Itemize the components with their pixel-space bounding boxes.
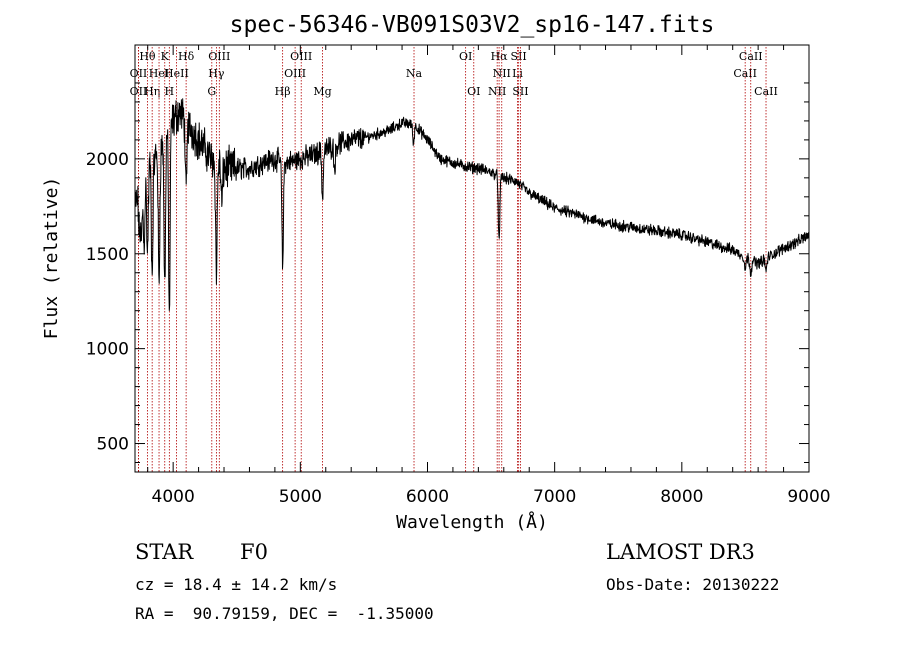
line-label: Li <box>512 67 523 80</box>
object-class: STAR <box>135 540 194 564</box>
x-tick-label: 7000 <box>533 487 576 507</box>
line-label: HeI <box>149 67 169 80</box>
survey-name: LAMOST DR3 <box>606 540 755 564</box>
spectrum-line <box>134 98 810 311</box>
line-label: OIII <box>208 50 230 63</box>
plot-frame <box>134 44 810 473</box>
coordinates: RA = 90.79159, DEC = -1.35000 <box>135 604 434 623</box>
line-label: Mg <box>313 85 331 98</box>
line-label: G <box>207 85 216 98</box>
line-label: HeII <box>164 67 189 80</box>
line-label: OII <box>130 85 148 98</box>
line-label: OI <box>467 85 480 98</box>
line-label: CaII <box>733 67 757 80</box>
y-tick-label: 500 <box>97 435 129 455</box>
y-axis-label: Flux (relative) <box>41 177 62 340</box>
line-label: NII <box>493 67 511 80</box>
line-label: Hγ <box>208 67 225 80</box>
object-subclass: F0 <box>240 540 268 564</box>
line-label: K <box>161 50 170 63</box>
line-label: NII <box>488 85 506 98</box>
line-label: CaII <box>739 50 763 63</box>
line-label: OI <box>459 50 472 63</box>
chart-title: spec-56346-VB091S03V2_sp16-147.fits <box>230 12 715 38</box>
line-label: Hδ <box>178 50 195 63</box>
y-tick-label: 2000 <box>86 150 129 170</box>
y-tick-label: 1000 <box>86 340 129 360</box>
y-tick-label: 1500 <box>86 245 129 265</box>
line-label: OIII <box>290 50 312 63</box>
spectrum-series <box>134 98 810 311</box>
observation-date: Obs-Date: 20130222 <box>606 575 780 594</box>
x-tick-label: 8000 <box>660 487 703 507</box>
x-tick-label: 5000 <box>279 487 322 507</box>
x-tick-label: 9000 <box>787 487 830 507</box>
line-label: H <box>165 85 175 98</box>
line-label: Na <box>406 67 423 80</box>
line-label: Hβ <box>275 85 291 98</box>
x-tick-label: 6000 <box>406 487 449 507</box>
x-axis-label: Wavelength (Å) <box>396 511 548 533</box>
axis-ticks: 4000 5000 6000 7000 8000 9000 500 1000 1500 2000 <box>86 45 831 507</box>
line-label: Hθ <box>139 50 156 63</box>
line-label: OII <box>130 67 148 80</box>
redshift-velocity: cz = 18.4 ± 14.2 km/s <box>135 575 338 594</box>
line-label: SII <box>512 85 528 98</box>
line-label: Hη <box>144 85 160 98</box>
x-tick-label: 4000 <box>152 487 195 507</box>
line-label: CaII <box>754 85 778 98</box>
line-label: Hα <box>491 50 509 63</box>
line-label: SII <box>511 50 527 63</box>
line-label: OIII <box>284 67 306 80</box>
